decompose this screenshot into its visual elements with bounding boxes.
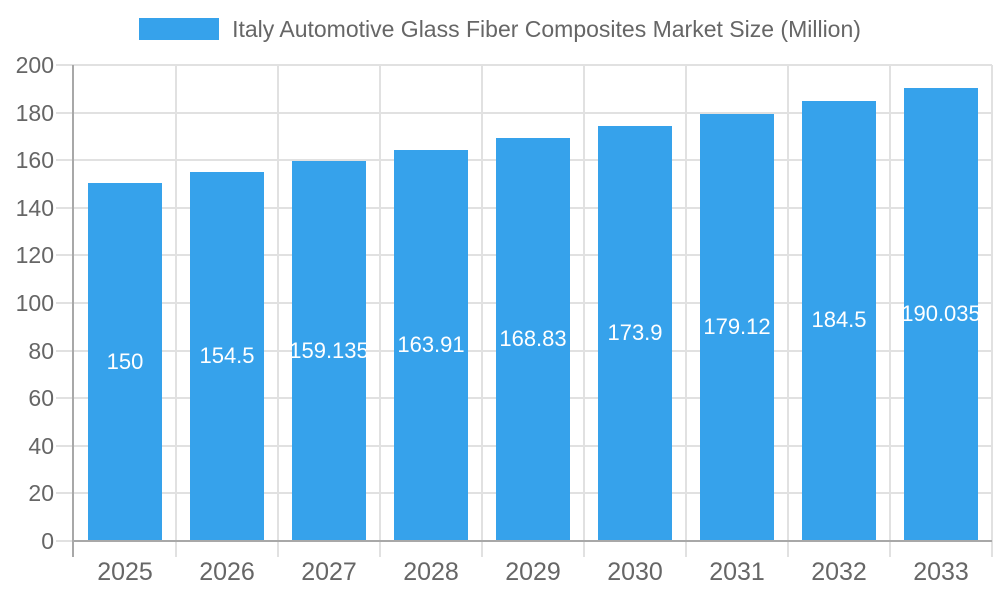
y-axis-label: 160	[15, 147, 54, 174]
gridline-horizontal	[74, 111, 992, 114]
y-axis-label: 20	[28, 480, 54, 507]
legend-label: Italy Automotive Glass Fiber Composites …	[232, 16, 861, 42]
y-axis-tick	[56, 159, 74, 162]
y-axis-label: 40	[28, 432, 54, 459]
y-axis-label: 200	[15, 52, 54, 78]
bar-value-label: 179.12	[703, 313, 771, 339]
bar-value-label: 173.9	[607, 320, 663, 346]
y-axis-line	[72, 65, 74, 557]
y-axis-tick	[56, 302, 74, 304]
bar-2030[interactable]: 173.9	[598, 126, 672, 540]
x-axis-label: 2033	[913, 558, 969, 586]
gridline-vertical	[277, 65, 279, 557]
bar-value-label: 190.035	[904, 300, 978, 326]
bar-2026[interactable]: 154.5	[190, 172, 264, 540]
y-axis-label: 180	[15, 99, 54, 126]
gridline-vertical	[583, 65, 585, 557]
y-axis-tick	[56, 206, 74, 209]
x-axis-label: 2030	[607, 558, 663, 586]
bar-value-label: 168.83	[499, 326, 567, 352]
bar-value-label: 163.91	[397, 331, 465, 357]
y-axis-label: 60	[28, 385, 54, 412]
x-axis-label: 2029	[505, 558, 561, 586]
bar-2029[interactable]: 168.83	[496, 138, 570, 540]
gridline-vertical	[889, 65, 891, 557]
x-axis-label: 2026	[199, 558, 255, 586]
y-axis-label: 0	[41, 528, 54, 554]
gridline-vertical	[481, 65, 483, 557]
bar-value-label: 159.135	[292, 337, 366, 363]
y-axis-label: 80	[28, 337, 54, 364]
x-axis-label: 2027	[301, 558, 357, 586]
x-axis-line	[72, 540, 992, 542]
y-axis-tick	[56, 111, 74, 114]
bar-2031[interactable]: 179.12	[700, 113, 774, 540]
gridline-vertical	[787, 65, 789, 557]
x-axis-label: 2028	[403, 558, 459, 586]
y-axis-label: 140	[15, 194, 54, 221]
bar-value-label: 184.5	[811, 307, 867, 333]
bar-2025[interactable]: 150	[88, 183, 162, 540]
y-axis-label: 100	[15, 290, 54, 316]
y-axis-tick	[56, 444, 74, 447]
bar-value-label: 154.5	[199, 343, 255, 369]
y-axis-tick	[56, 64, 74, 66]
bar-2032[interactable]: 184.5	[802, 100, 876, 540]
x-axis-label: 2032	[811, 558, 867, 586]
y-axis-tick	[56, 492, 74, 495]
x-axis-label: 2031	[709, 558, 765, 586]
y-axis-label: 120	[15, 242, 54, 269]
bar-2033[interactable]: 190.035	[904, 87, 978, 540]
bar-2028[interactable]: 163.91	[394, 149, 468, 540]
legend-swatch	[139, 18, 220, 40]
chart-legend[interactable]: Italy Automotive Glass Fiber Composites …	[0, 16, 1000, 42]
bar-2027[interactable]: 159.135	[292, 161, 366, 540]
bar-value-label: 150	[106, 348, 144, 374]
y-axis-tick	[56, 254, 74, 257]
gridline-vertical	[175, 65, 177, 557]
gridline-horizontal	[74, 64, 992, 66]
gridline-vertical	[991, 65, 993, 557]
y-axis-tick	[56, 540, 74, 542]
gridline-vertical	[685, 65, 687, 557]
y-axis-tick	[56, 349, 74, 352]
y-axis-tick	[56, 397, 74, 400]
gridline-vertical	[379, 65, 381, 557]
x-axis-label: 2025	[97, 558, 153, 586]
